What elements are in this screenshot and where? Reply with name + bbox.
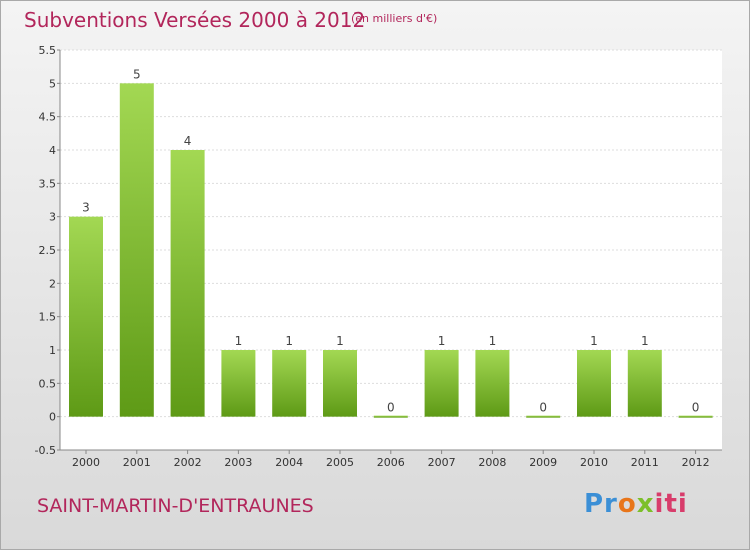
proxiti-logo: Proxiti bbox=[584, 489, 688, 519]
x-tick-label: 2007 bbox=[428, 456, 456, 469]
logo-part: o bbox=[617, 489, 637, 519]
y-tick-label: 2 bbox=[49, 277, 56, 290]
value-label: 1 bbox=[590, 334, 598, 348]
x-ticks: 2000 2001 2002 2003 2004 2005 2006 2007 2008 2009… bbox=[72, 450, 710, 469]
chart-unit: (en milliers d'€) bbox=[351, 12, 438, 25]
value-label: 1 bbox=[641, 334, 649, 348]
x-tick-label: 2004 bbox=[275, 456, 303, 469]
value-label: 3 bbox=[82, 201, 90, 215]
logo-part: iti bbox=[654, 489, 688, 519]
commune-name: SAINT-MARTIN-D'ENTRAUNES bbox=[37, 495, 314, 517]
y-tick-label: 4 bbox=[49, 144, 56, 157]
plot-area bbox=[60, 50, 722, 450]
chart-title: Subventions Versées 2000 à 2012 bbox=[24, 8, 366, 32]
bar bbox=[678, 415, 713, 418]
x-tick-label: 2011 bbox=[631, 456, 659, 469]
x-tick-label: 2012 bbox=[682, 456, 710, 469]
bar bbox=[577, 350, 611, 417]
y-tick-label: 4.5 bbox=[39, 111, 57, 124]
value-label: 1 bbox=[285, 334, 293, 348]
value-label: 5 bbox=[133, 67, 141, 81]
x-tick-label: 2008 bbox=[478, 456, 506, 469]
logo-part: x bbox=[636, 489, 655, 519]
bar bbox=[119, 83, 154, 417]
y-tick-label: 0.5 bbox=[39, 377, 57, 390]
bar bbox=[373, 415, 408, 418]
bar bbox=[221, 350, 256, 417]
bar bbox=[424, 350, 459, 417]
value-label: 4 bbox=[184, 134, 192, 148]
y-tick-label: 1.5 bbox=[39, 311, 57, 324]
y-tick-label: 2.5 bbox=[39, 244, 57, 257]
value-label: 1 bbox=[489, 334, 497, 348]
x-tick-label: 2006 bbox=[377, 456, 405, 469]
y-tick-label: 0 bbox=[49, 411, 56, 424]
value-label: 0 bbox=[387, 401, 395, 415]
y-ticks: -0.5 0 0.5 1 1.5 2 2.5 3 3.5 4 4.5 5 5.5 bbox=[35, 44, 60, 457]
bar bbox=[69, 216, 103, 417]
value-label: 1 bbox=[336, 334, 344, 348]
y-tick-label: 3.5 bbox=[39, 177, 57, 190]
x-tick-label: 2005 bbox=[326, 456, 354, 469]
y-tick-label: -0.5 bbox=[35, 444, 56, 457]
bar bbox=[627, 350, 662, 417]
x-tick-label: 2000 bbox=[72, 456, 100, 469]
value-label: 0 bbox=[539, 401, 547, 415]
value-labels: 3 5 4 1 1 1 0 1 1 0 1 1 0 bbox=[82, 67, 699, 414]
x-tick-label: 2003 bbox=[224, 456, 252, 469]
bar bbox=[170, 150, 205, 417]
x-tick-label: 2002 bbox=[174, 456, 202, 469]
bar bbox=[272, 350, 307, 417]
y-tick-label: 5.5 bbox=[39, 44, 57, 57]
x-tick-label: 2001 bbox=[123, 456, 151, 469]
x-tick-label: 2009 bbox=[529, 456, 557, 469]
bar bbox=[323, 350, 357, 417]
y-tick-label: 1 bbox=[49, 344, 56, 357]
value-label: 1 bbox=[235, 334, 243, 348]
y-tick-label: 3 bbox=[49, 211, 56, 224]
bar bbox=[526, 415, 561, 418]
logo-part: Pr bbox=[584, 489, 618, 519]
bars bbox=[69, 83, 713, 418]
x-tick-label: 2010 bbox=[580, 456, 608, 469]
bar bbox=[475, 350, 510, 417]
value-label: 0 bbox=[692, 401, 700, 415]
y-tick-label: 5 bbox=[49, 77, 56, 90]
value-label: 1 bbox=[438, 334, 446, 348]
